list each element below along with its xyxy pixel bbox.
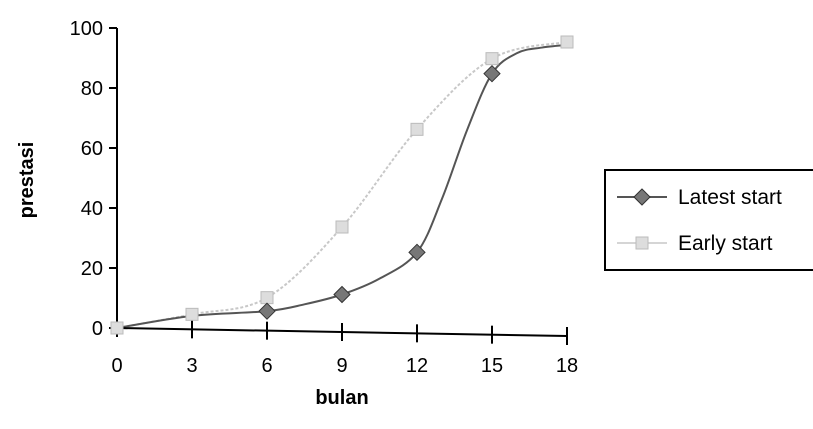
y-tick-label-4: 80 [81, 78, 103, 100]
x-axis-title: bulan [315, 387, 368, 409]
legend-box [604, 169, 813, 271]
ticks: 0 20 40 60 80 100 0 3 6 9 12 15 18 [70, 18, 579, 377]
markers [110, 35, 574, 335]
x-tick-label-0: 0 [111, 355, 122, 377]
data-point-early-start-5 [485, 52, 499, 66]
y-tick-label-0: 0 [92, 318, 103, 340]
x-tick-label-3: 9 [336, 355, 347, 377]
x-tick-label-5: 15 [481, 355, 503, 377]
data-point-latest-start-1 [333, 285, 351, 304]
legend-label-latest: Latest start [678, 186, 782, 209]
y-tick-label-3: 60 [81, 138, 103, 160]
x-tick-label-6: 18 [556, 355, 578, 377]
data-point-early-start-6 [560, 35, 574, 49]
data-point-early-start-4 [410, 122, 424, 136]
x-tick-label-1: 3 [186, 355, 197, 377]
x-tick-label-4: 12 [406, 355, 428, 377]
series-line-early-start [116, 41, 568, 329]
data-point-latest-start-0 [258, 302, 276, 320]
y-tick-label-5: 100 [70, 18, 103, 40]
y-tick-label-2: 40 [81, 198, 103, 220]
data-point-latest-start-3 [483, 64, 501, 83]
y-tick-label-1: 20 [81, 258, 103, 280]
data-point-early-start-0 [110, 321, 124, 335]
data-point-latest-start-2 [408, 243, 426, 262]
data-point-early-start-3 [335, 220, 349, 234]
x-tick-label-2: 6 [261, 355, 272, 377]
data-point-early-start-2 [260, 291, 274, 305]
series-line-latest-start [116, 44, 568, 329]
legend-marker-early [635, 236, 649, 250]
legend-marker-latest [633, 188, 651, 206]
plot-lines [116, 41, 568, 329]
legend-label-early: Early start [678, 232, 773, 255]
legend: Latest start Early start [604, 169, 813, 271]
y-axis-title: prestasi [16, 142, 38, 219]
data-point-early-start-1 [185, 307, 199, 321]
